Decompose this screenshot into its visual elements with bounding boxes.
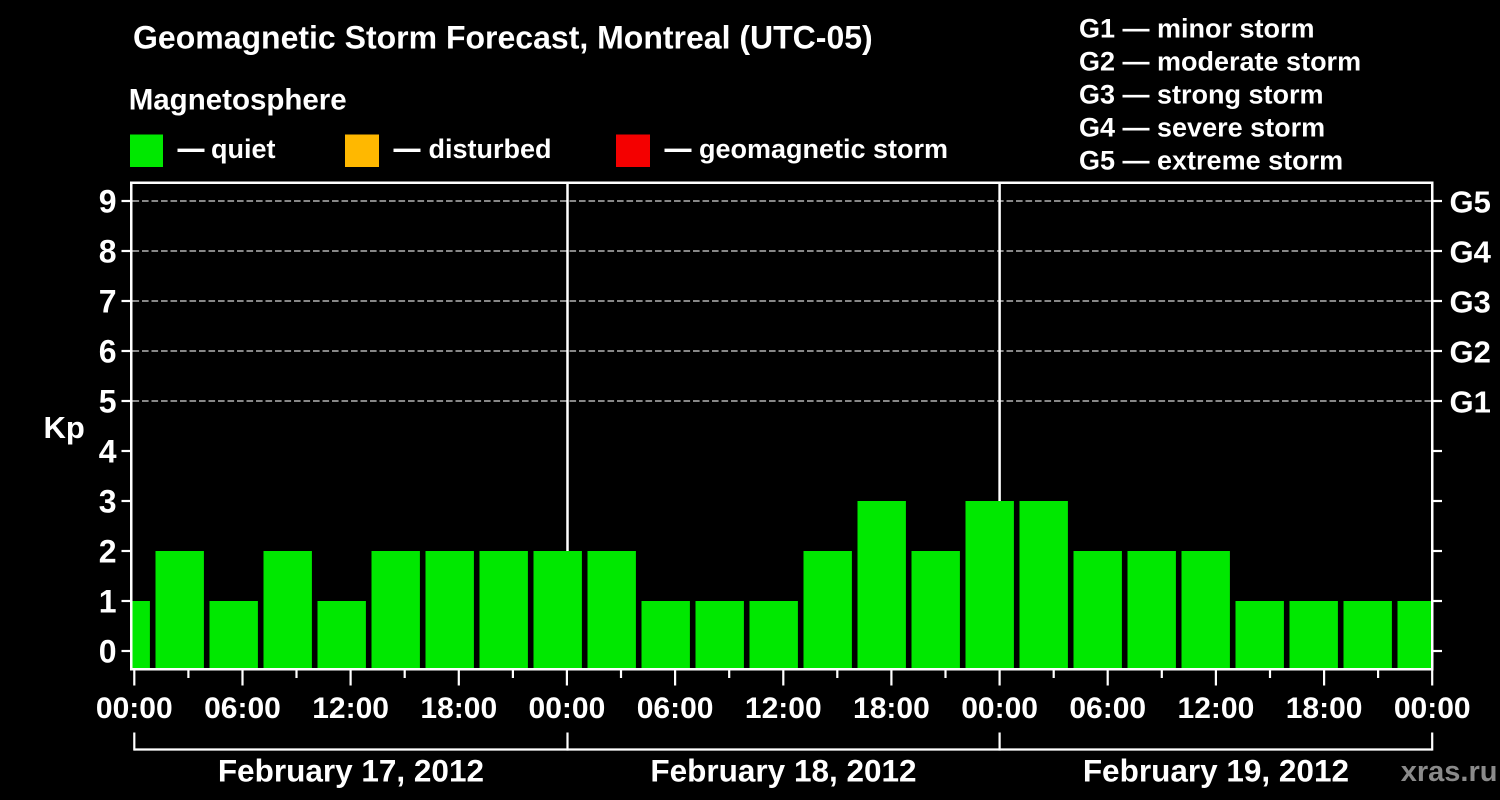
svg-text:Geomagnetic Storm Forecast, Mo: Geomagnetic Storm Forecast, Montreal (UT… [133,20,873,56]
svg-text:G3: G3 [1450,284,1491,319]
svg-text:7: 7 [99,284,117,320]
svg-text:6: 6 [99,334,117,370]
svg-text:G5: G5 [1450,184,1491,219]
svg-text:quiet: quiet [211,134,276,164]
svg-text:12:00: 12:00 [745,692,822,725]
svg-text:disturbed: disturbed [429,134,552,164]
svg-text:February 17, 2012: February 17, 2012 [218,752,484,788]
svg-text:2: 2 [99,534,117,570]
svg-text:G2 — moderate storm: G2 — moderate storm [1079,47,1361,77]
svg-text:00:00: 00:00 [96,692,173,725]
svg-text:12:00: 12:00 [1178,692,1255,725]
svg-text:G1 — minor storm: G1 — minor storm [1079,14,1315,44]
svg-text:5: 5 [99,384,117,420]
svg-text:18:00: 18:00 [1286,692,1363,725]
svg-text:G1: G1 [1450,384,1491,419]
svg-text:4: 4 [99,434,117,470]
svg-text:G4 — severe storm: G4 — severe storm [1079,112,1325,142]
svg-text:G4: G4 [1450,234,1492,269]
svg-text:06:00: 06:00 [1069,692,1146,725]
svg-text:G2: G2 [1450,334,1491,369]
svg-text:18:00: 18:00 [420,692,497,725]
svg-text:8: 8 [99,234,117,270]
svg-text:G3 — strong storm: G3 — strong storm [1079,80,1324,110]
svg-text:06:00: 06:00 [204,692,281,725]
svg-text:00:00: 00:00 [961,692,1038,725]
svg-text:G5 — extreme storm: G5 — extreme storm [1079,145,1343,175]
svg-text:Kp: Kp [44,410,85,445]
svg-text:xras.ru: xras.ru [1401,756,1498,788]
svg-text:9: 9 [99,184,117,220]
svg-text:0: 0 [99,634,117,670]
svg-text:00:00: 00:00 [529,692,606,725]
svg-text:3: 3 [99,484,117,520]
svg-text:06:00: 06:00 [637,692,714,725]
svg-text:12:00: 12:00 [312,692,389,725]
svg-text:February 19, 2012: February 19, 2012 [1083,752,1349,788]
svg-text:18:00: 18:00 [853,692,930,725]
svg-text:1: 1 [99,584,117,620]
svg-text:00:00: 00:00 [1394,692,1471,725]
svg-text:February 18, 2012: February 18, 2012 [650,752,916,788]
svg-text:geomagnetic storm: geomagnetic storm [699,134,948,164]
svg-text:Magnetosphere: Magnetosphere [129,84,347,117]
